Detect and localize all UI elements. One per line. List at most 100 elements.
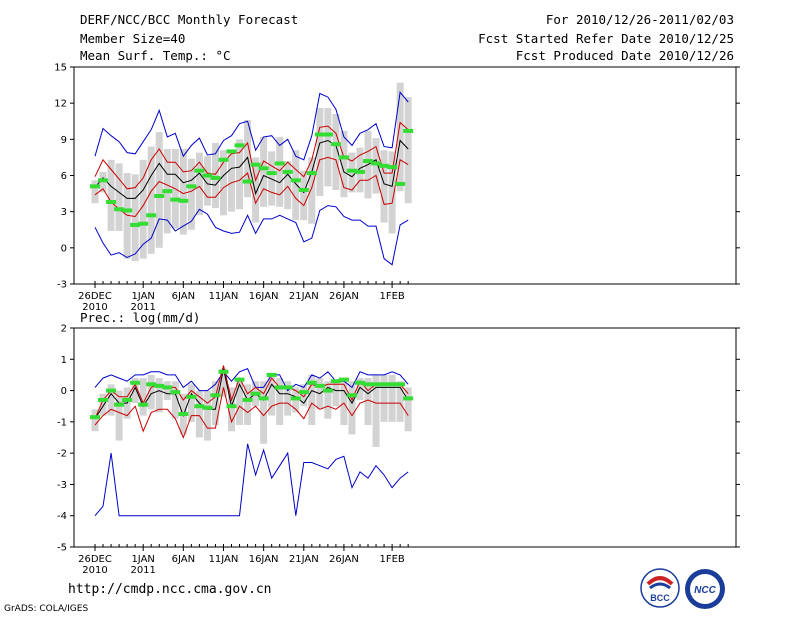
precip-y-tick-label: -2: [57, 449, 67, 460]
precip-y-tick-label: -4: [57, 511, 67, 522]
temp-spread-lower-line: [94, 156, 409, 218]
temp-median-mark: [170, 197, 181, 202]
temp-min-line: [94, 205, 409, 266]
temp-median-mark: [258, 166, 269, 171]
temp-ensemble-box: [292, 150, 300, 221]
temp-ensemble-box: [300, 170, 308, 221]
precip-median-mark: [250, 391, 261, 396]
temp-median-mark: [290, 178, 301, 183]
temp-median-mark: [266, 171, 277, 176]
precip-ensemble-box: [219, 368, 227, 397]
precip-ensemble-box: [107, 384, 115, 416]
precip-ensemble-box: [276, 378, 284, 425]
temp-y-tick-label: 3: [61, 207, 67, 218]
temp-x-tick-label: 26DEC: [78, 291, 112, 302]
precip-median-mark: [106, 388, 117, 393]
precip-median-mark: [258, 396, 269, 401]
temp-median-mark: [178, 198, 189, 203]
temp-ensemble-box: [107, 159, 115, 231]
precip-ensemble-box: [163, 381, 171, 400]
temp-median-mark: [306, 171, 317, 176]
source-url[interactable]: http://cmdp.ncc.cma.gov.cn: [68, 582, 272, 597]
forecast-start-date: Fcst Started Refer Date 2010/12/25: [478, 31, 734, 46]
precip-ensemble-box: [356, 378, 364, 400]
precip-median-mark: [314, 383, 325, 388]
temp-y-tick-label: 15: [54, 63, 67, 74]
temp-median-mark: [346, 168, 357, 173]
precip-median-mark: [395, 382, 406, 387]
bcc-logo: BCC: [640, 568, 680, 608]
temp-ensemble-box: [284, 161, 292, 210]
forecast-range: For 2010/12/26-2011/02/03: [545, 12, 734, 27]
precip-median-mark: [162, 385, 173, 390]
precip-median-mark: [138, 402, 149, 407]
temp-median-mark: [122, 208, 133, 213]
temp-median-mark: [218, 157, 229, 162]
temp-median-mark: [322, 132, 333, 137]
temp-ensemble-box: [228, 151, 236, 212]
precip-x-tick-label: 21JAN: [289, 554, 319, 565]
temp-x-tick-label: 26JAN: [329, 291, 359, 302]
temp-median-mark: [363, 159, 374, 164]
precip-median-mark: [387, 382, 398, 387]
temp-ensemble-box: [236, 139, 244, 210]
precip-median-mark: [298, 390, 309, 395]
precip-ensemble-box: [340, 378, 348, 425]
temp-median-mark: [138, 221, 149, 226]
precip-ensemble-box: [396, 381, 404, 422]
precip-median-mark: [186, 394, 197, 399]
temp-ensemble-box: [324, 107, 332, 187]
temp-ensemble-box: [131, 174, 139, 262]
temp-median-mark: [387, 165, 398, 170]
temp-spread-upper-line: [94, 121, 409, 190]
precip-ensemble-box: [211, 381, 219, 425]
temp-ensemble-box: [388, 151, 396, 234]
precip-ensemble-box: [139, 378, 147, 416]
temp-ensemble-box: [332, 114, 340, 190]
precip-x-tick-label: 26JAN: [329, 554, 359, 565]
precip-ensemble-box: [91, 409, 99, 432]
temp-median-mark: [90, 184, 100, 189]
precip-ensemble-box: [131, 378, 139, 404]
precip-max-line: [94, 368, 409, 392]
temp-x-tick-label: 11JAN: [209, 291, 239, 302]
precip-ensemble-box: [228, 387, 236, 432]
variable-label-temp: Mean Surf. Temp.: °C: [80, 48, 231, 63]
precip-ensemble-box: [324, 381, 332, 419]
precip-ensemble-box: [187, 384, 195, 422]
temp-ensemble-box: [147, 146, 155, 254]
temp-median-mark: [250, 162, 261, 167]
precip-x-tick-label: 1FEB: [379, 554, 404, 565]
temp-x-tick-label: 1FEB: [379, 291, 404, 302]
temp-ensemble-box: [139, 159, 147, 259]
precip-y-tick-label: -3: [57, 480, 67, 491]
temp-ensemble-box: [155, 132, 163, 248]
precip-median-mark: [379, 382, 390, 387]
precip-ensemble-box: [308, 374, 316, 425]
precip-median-mark: [130, 380, 141, 385]
temp-median-mark: [234, 143, 245, 148]
member-size: Member Size=40: [80, 31, 186, 46]
precip-median-mark: [330, 379, 341, 384]
temp-median-mark: [274, 161, 285, 166]
precip-ensemble-box: [300, 384, 308, 407]
precip-median-mark: [202, 405, 213, 410]
precip-y-tick-label: -5: [57, 543, 67, 554]
temp-median-mark: [130, 222, 141, 227]
temp-x-tick-label: 6JAN: [172, 291, 195, 302]
temp-y-tick-label: 0: [61, 243, 67, 254]
ncc-logo: NCC: [685, 569, 725, 609]
precip-x-tick-label: 26DEC: [78, 554, 112, 565]
temp-ensemble-box: [276, 136, 284, 207]
precip-median-mark: [194, 404, 205, 409]
temp-median-mark: [282, 169, 293, 174]
grads-credit: GrADS: COLA/IGES: [4, 604, 89, 614]
precip-y-tick-label: -1: [57, 417, 67, 428]
precip-ensemble-box: [268, 374, 276, 416]
temp-y-tick-label: -3: [57, 280, 67, 291]
temp-ensemble-box: [195, 152, 203, 216]
precip-median-mark: [146, 382, 157, 387]
temp-median-mark: [371, 161, 382, 166]
precip-median-mark: [90, 415, 100, 420]
